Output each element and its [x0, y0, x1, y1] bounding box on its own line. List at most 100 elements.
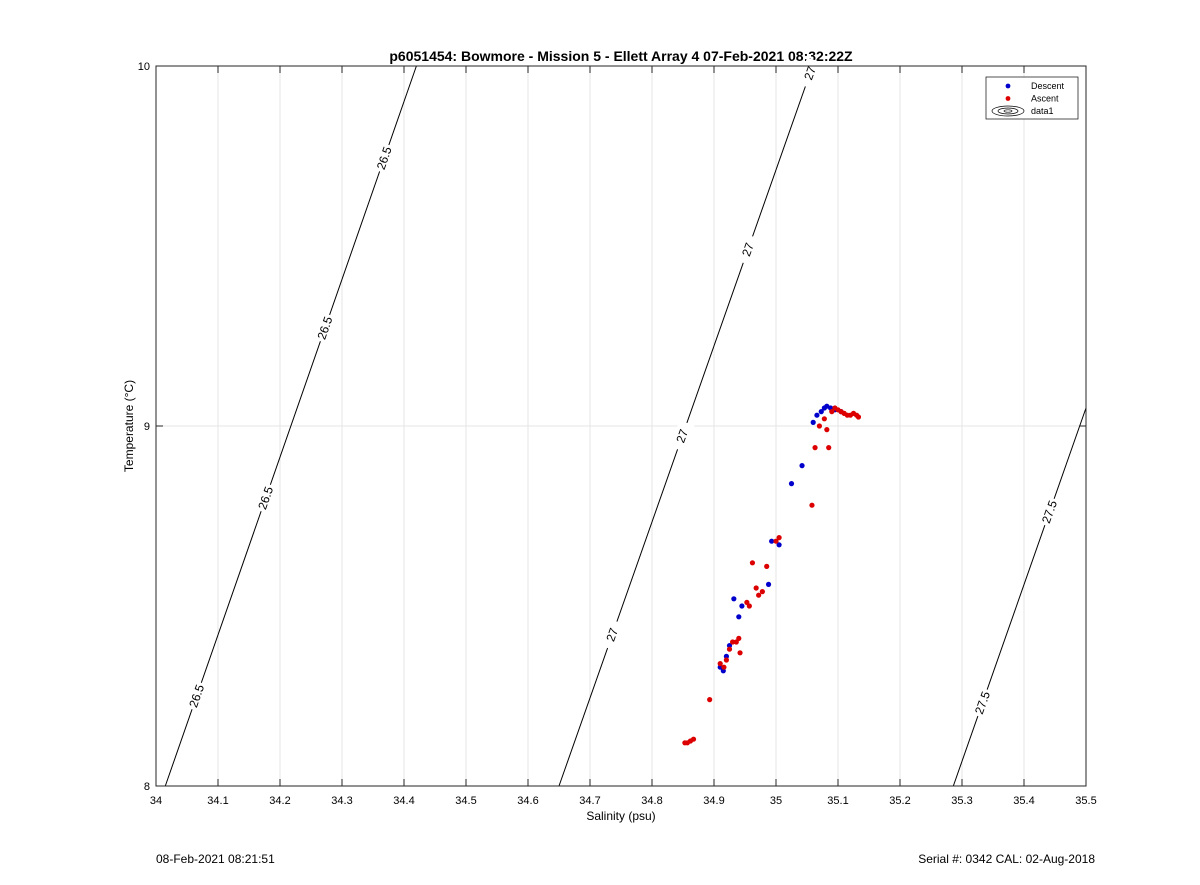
descent-point: [717, 664, 723, 670]
contour-label-bg: [312, 312, 338, 344]
plot-frame: [155, 65, 1087, 787]
descent-point: [723, 653, 730, 660]
ascent-point: [737, 650, 743, 656]
x-tick-label: 34.3: [331, 795, 352, 807]
x-tick-label: 34.1: [207, 795, 228, 807]
contour-label: 27: [603, 626, 621, 644]
x-tick-label: 34.5: [455, 795, 476, 807]
contour-label: 26.5: [315, 314, 336, 341]
descent-point: [726, 643, 733, 649]
isopycnal-contours: 26.5 26.5 26.5 26.5 27 27 27 27 27.5 27.5: [164, 57, 1087, 787]
ascent-point: [764, 563, 770, 570]
ascent-point: [773, 538, 779, 544]
legend-marker-descent: [1005, 83, 1011, 89]
ascent-point: [776, 535, 782, 541]
ascent-point: [855, 414, 862, 420]
contour-label: 27.5: [972, 689, 993, 716]
x-tick-label: 34.7: [579, 795, 600, 807]
x-tick-label: 34.4: [393, 795, 414, 807]
contour-label: 26.5: [255, 484, 276, 511]
ascent-point: [723, 657, 730, 663]
x-tick-label: 35.3: [951, 795, 972, 807]
axes: 34 34.1 34.2 34.3 34.4 34.5 34.6 34.7 34.8 34.9 35…: [138, 61, 1097, 807]
footer-timestamp: 08-Feb-2021 08:21:51: [156, 852, 275, 866]
y-tick-label: 8: [144, 781, 150, 793]
ascent-point: [736, 635, 742, 642]
x-tick-label: 34.6: [517, 795, 538, 807]
legend: Descent Ascent data1: [985, 76, 1079, 120]
contour-label-bg: [797, 57, 823, 90]
x-tick-label: 35.5: [1075, 795, 1096, 807]
contour-label-bg: [372, 142, 397, 175]
descent-point: [739, 603, 745, 609]
contour-label: 27: [801, 64, 819, 82]
x-axis-label: Salinity (psu): [586, 809, 655, 823]
ascent-point: [809, 502, 815, 508]
contour-label-bg: [1037, 496, 1062, 528]
descent-point: [765, 581, 772, 588]
x-tick-label: 35.2: [889, 795, 910, 807]
contour-line: [164, 65, 417, 787]
descent-point: [810, 419, 816, 425]
contour-27: 27 27 27 27: [558, 57, 823, 787]
contour-27-5: 27.5 27.5: [952, 407, 1087, 787]
x-tick-label: 35: [770, 795, 782, 807]
grid: [155, 65, 1087, 787]
ascent-point: [756, 592, 762, 598]
x-tick-label: 34: [150, 795, 162, 807]
ascent-point: [746, 603, 752, 609]
ascent-point: [707, 697, 713, 703]
descent-point: [769, 538, 775, 544]
contour-icon: [991, 105, 1025, 117]
x-tick-label: 34.2: [269, 795, 290, 807]
x-tick-label: 35.4: [1013, 795, 1034, 807]
contour-label: 27: [673, 427, 691, 445]
legend-marker-ascent: [1005, 96, 1011, 101]
contour-26-5: 26.5 26.5 26.5 26.5: [164, 65, 417, 787]
ascent-point: [816, 423, 823, 429]
ascent-point: [717, 661, 723, 667]
legend-label-ascent: Ascent: [1031, 94, 1059, 104]
ascent-point: [749, 560, 756, 566]
contour-label: 27: [739, 241, 757, 259]
descent-point: [736, 614, 742, 620]
ascent-point: [753, 585, 759, 591]
ascent-point: [812, 445, 818, 451]
contour-label-bg: [184, 680, 209, 712]
contour-icon-inner: [1003, 109, 1013, 113]
contour-label: 26.5: [186, 682, 207, 709]
legend-label-descent: Descent: [1031, 81, 1065, 91]
series-descent: [717, 403, 844, 674]
y-tick-label: 10: [138, 61, 150, 73]
ascent-point: [826, 445, 832, 451]
y-axis-label: Temperature (°C): [122, 380, 136, 472]
footer-serial-cal: Serial #: 0342 CAL: 02-Aug-2018: [918, 852, 1095, 866]
x-tick-label: 34.9: [703, 795, 724, 807]
series-ascent: [682, 405, 862, 746]
contour-label: 27.5: [1039, 498, 1060, 525]
y-tick-label: 9: [144, 421, 150, 433]
contour-label: 26.5: [374, 145, 395, 172]
descent-point: [788, 481, 795, 487]
contour-label-bg: [600, 618, 625, 651]
contour-label-bg: [253, 482, 278, 514]
descent-point: [814, 412, 820, 418]
ascent-point: [759, 589, 765, 595]
ascent-point: [829, 409, 835, 415]
ascent-point: [721, 664, 727, 670]
contour-label-bg: [970, 686, 995, 719]
contour-label-bg: [670, 420, 695, 452]
chart-title: p6051454: Bowmore - Mission 5 - Ellett A…: [389, 48, 853, 64]
x-tick-label: 34.8: [641, 795, 662, 807]
legend-box: [985, 76, 1079, 120]
ascent-point: [730, 639, 736, 645]
contour-line: [952, 407, 1087, 787]
ascent-point: [824, 427, 830, 433]
descent-point: [776, 542, 782, 548]
ascent-point: [821, 416, 827, 422]
x-tick-label: 35.1: [827, 795, 848, 807]
contour-icon-mid: [997, 107, 1019, 115]
contour-label-bg: [735, 233, 761, 266]
data-points: [682, 403, 862, 746]
